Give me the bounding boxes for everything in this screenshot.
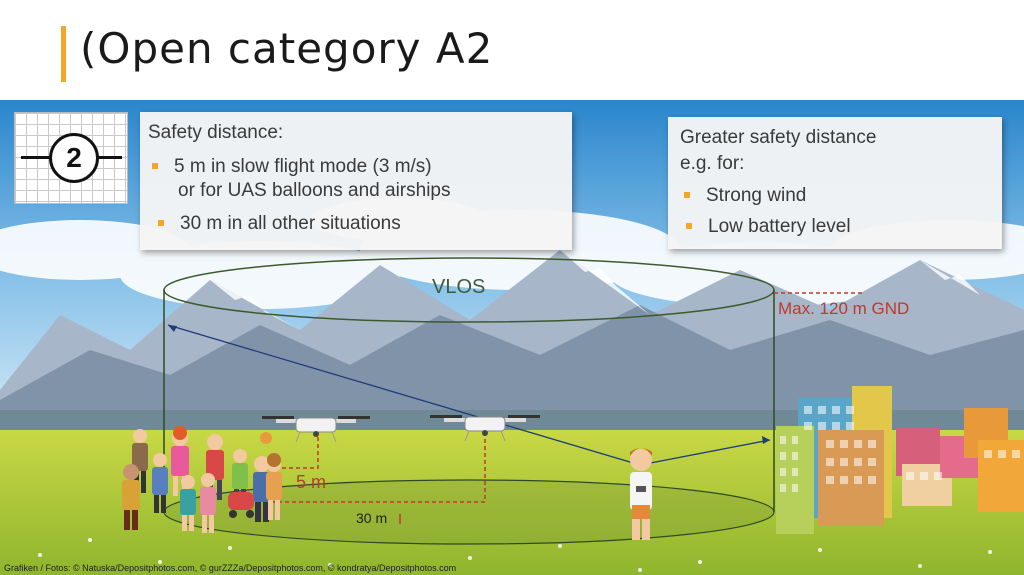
image-credits: Grafiken / Fotos: © Natuska/Depositphoto…	[4, 563, 457, 573]
greater-safety-panel: Greater safety distance e.g. for: Strong…	[668, 117, 1002, 249]
vlos-ground-area	[164, 480, 774, 544]
distance-markers	[265, 425, 486, 503]
greater-bullet-battery: Low battery level	[686, 216, 851, 237]
pilot-icon	[630, 448, 652, 540]
greater-safety-heading: Greater safety distance	[680, 127, 877, 148]
mountains-icon	[0, 250, 1024, 440]
sight-line-upper	[167, 324, 641, 466]
badge-line-right	[96, 156, 122, 159]
safety-bullet-slow-mode-cont: or for UAS balloons and airships	[178, 180, 451, 201]
near-distance-label: 5 m	[296, 472, 327, 492]
title-accent-bar	[61, 26, 66, 82]
flowers	[38, 538, 992, 572]
safety-distance-heading: Safety distance:	[148, 122, 284, 143]
safety-bullet-other: 30 m in all other situations	[158, 213, 401, 234]
sight-line-right	[639, 439, 771, 466]
slide-header: (Open category A2	[0, 0, 1024, 100]
buildings-icon	[776, 386, 1024, 534]
safety-distance-panel: Safety distance: 5 m in slow flight mode…	[140, 112, 572, 250]
max-height-label: Max. 120 m GND	[778, 299, 910, 318]
people-group-icon	[122, 426, 282, 533]
drone-icon	[430, 415, 540, 442]
badge-number: 2	[49, 133, 99, 183]
slide-title: (Open category A2	[80, 24, 494, 73]
drone-icon	[262, 416, 370, 443]
greater-safety-subheading: e.g. for:	[680, 153, 745, 174]
greater-bullet-wind: Strong wind	[683, 185, 807, 206]
vlos-label: VLOS	[432, 276, 486, 298]
safety-bullet-slow-mode: 5 m in slow flight mode (3 m/s)	[152, 156, 432, 177]
category-badge: 2	[14, 112, 128, 204]
badge-line-left	[21, 156, 49, 159]
far-distance-label: 30 m	[356, 510, 388, 526]
